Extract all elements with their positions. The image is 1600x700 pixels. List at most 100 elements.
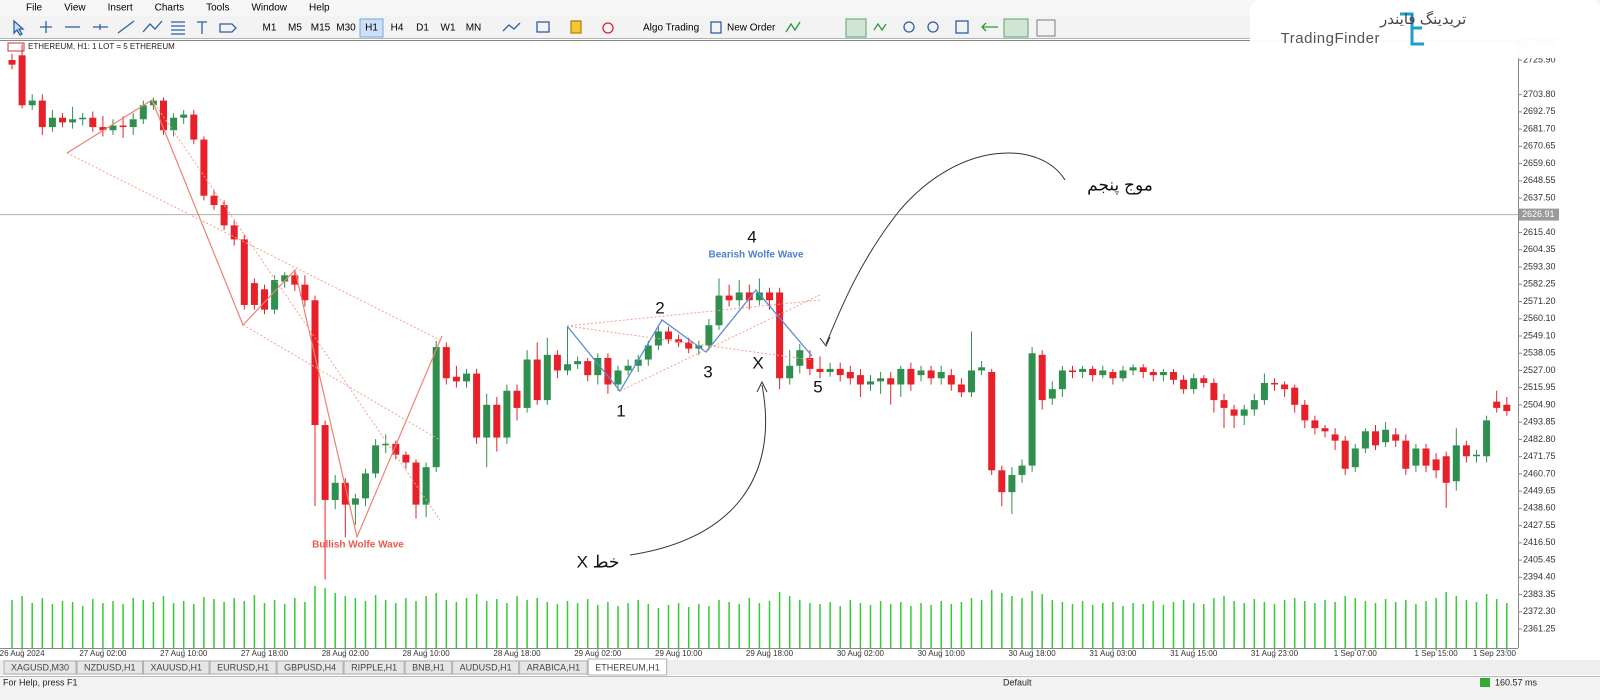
y-tick-label: 2471.75 [1523, 451, 1556, 461]
candle-body [1392, 434, 1400, 441]
menu-item[interactable]: Help [309, 3, 330, 14]
oscillator-icon[interactable] [873, 22, 887, 32]
candle-body [220, 205, 228, 226]
algo-icon[interactable] [602, 22, 614, 34]
scroll-icon[interactable] [981, 22, 998, 32]
candle-body [705, 325, 713, 346]
candle-body [1200, 378, 1208, 383]
x-tick-label: 31 Aug 03:00 [1089, 649, 1137, 658]
tab-label[interactable]: EURUSD,H1 [217, 662, 269, 672]
x-tick-label: 31 Aug 23:00 [1251, 649, 1299, 658]
candle-body [210, 195, 218, 206]
candle-body [836, 368, 844, 376]
candle-body [382, 443, 390, 446]
timeframe-button[interactable]: D1 [416, 23, 429, 34]
candle-body [473, 373, 481, 438]
new-order-button[interactable]: New Order [727, 23, 776, 34]
candle-body [1412, 448, 1420, 466]
label-icon[interactable] [219, 23, 237, 33]
tab-label[interactable]: XAUUSD,H1 [151, 662, 203, 672]
candle-body [1351, 448, 1359, 468]
menu-item[interactable]: View [64, 3, 86, 14]
candle-body [402, 454, 410, 463]
screenshot-icon[interactable] [1036, 19, 1056, 37]
candle-body [392, 443, 400, 455]
candle-body [1170, 372, 1177, 380]
menu-item[interactable]: Tools [206, 3, 229, 14]
menu-item[interactable]: Window [251, 3, 287, 14]
tab-label[interactable]: RIPPLE,H1 [351, 662, 397, 672]
candle-body [180, 114, 188, 118]
y-tick-label: 2582.25 [1523, 279, 1556, 289]
candle-body [261, 289, 268, 310]
text-icon[interactable] [197, 21, 207, 34]
tab[interactable] [3, 660, 77, 675]
timeframe-button[interactable]: M5 [288, 23, 302, 34]
tab[interactable] [452, 660, 520, 675]
tile-icon[interactable] [955, 20, 969, 34]
timeframe-button[interactable]: M15 [311, 23, 331, 34]
tab-label[interactable]: BNB,H1 [412, 662, 445, 672]
crosshair-icon[interactable] [40, 21, 52, 33]
y-tick-label: 2427.55 [1523, 520, 1556, 530]
chart-type-icon[interactable] [502, 22, 521, 32]
candle-body [1432, 459, 1440, 471]
tab-label[interactable]: GBPUSD,H4 [284, 662, 336, 672]
y-tick-label: 2383.35 [1523, 589, 1556, 599]
candle-body [1372, 431, 1379, 446]
script-icon[interactable] [570, 20, 582, 34]
fifth-wave-arrowhead [819, 336, 831, 347]
annotation-bullish: Bullish Wolfe Wave [312, 540, 404, 551]
depth-icon[interactable] [845, 18, 867, 38]
timeframe-button[interactable]: MN [466, 23, 482, 34]
x-tick-label: 26 Aug 2024 [0, 649, 45, 658]
channel-icon[interactable] [142, 20, 163, 33]
vline-icon[interactable] [93, 24, 108, 30]
menu-item[interactable]: File [26, 3, 43, 14]
candle-body [170, 117, 178, 131]
candle-body [594, 357, 602, 376]
trend-icon[interactable] [117, 20, 135, 34]
candle-body [1473, 454, 1480, 457]
y-tick-label: 2527.00 [1523, 365, 1556, 375]
cursor-icon[interactable] [13, 19, 25, 36]
x-tick-label: 30 Aug 02:00 [837, 649, 885, 658]
template-icon[interactable] [536, 21, 550, 33]
tab[interactable] [587, 658, 668, 676]
tab-label[interactable]: NZDUSD,H1 [84, 662, 136, 672]
candle-body [755, 292, 763, 301]
tab-label[interactable]: AUDUSD,H1 [460, 662, 512, 672]
zoom-in-icon[interactable] [903, 21, 915, 33]
tab[interactable] [276, 660, 344, 675]
tab[interactable] [519, 660, 588, 675]
signal-icon[interactable] [785, 21, 801, 33]
logo-name-fa: تریدینگ فایندر [1379, 10, 1466, 28]
timeframe-button[interactable]: M30 [336, 23, 356, 34]
zoom-out-icon[interactable] [927, 21, 939, 33]
y-tick-label: 2416.50 [1523, 537, 1556, 547]
timeframe-button[interactable]: H4 [391, 23, 404, 34]
tab-label[interactable]: ARABICA,H1 [527, 662, 581, 672]
x-tick-label: 29 Aug 18:00 [746, 649, 794, 658]
timeframe-button[interactable]: W1 [441, 23, 456, 34]
fibo-icon[interactable] [171, 21, 185, 35]
autoscroll-icon[interactable] [1003, 18, 1029, 38]
tab[interactable] [404, 660, 453, 675]
menu-item[interactable]: Charts [155, 3, 184, 14]
tab[interactable] [209, 660, 277, 675]
candle-body [1422, 448, 1430, 466]
tab[interactable] [143, 660, 210, 675]
candle-body [553, 354, 561, 371]
tab-label[interactable]: XAGUSD,M30 [11, 662, 69, 672]
tab[interactable] [343, 660, 405, 675]
timeframe-active [359, 18, 384, 38]
algo-trading-button[interactable]: Algo Trading [643, 23, 699, 34]
logo-icon [1400, 12, 1424, 46]
timeframe-button[interactable]: H1 [365, 23, 378, 34]
timeframe-button[interactable]: M1 [263, 23, 277, 34]
tab[interactable] [76, 660, 144, 675]
menu-item[interactable]: Insert [108, 3, 133, 14]
order-icon[interactable] [710, 21, 722, 34]
tab-label[interactable]: ETHEREUM,H1 [595, 662, 660, 672]
